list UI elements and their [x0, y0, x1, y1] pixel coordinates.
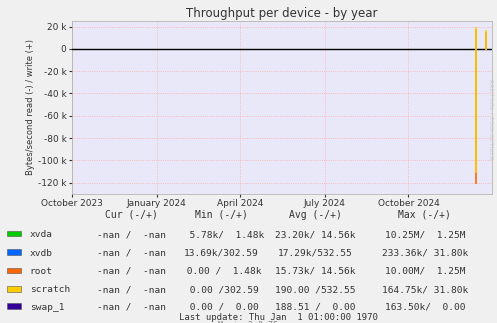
- Text: 10.25M/  1.25M: 10.25M/ 1.25M: [385, 230, 465, 239]
- Text: 13.69k/302.59: 13.69k/302.59: [184, 248, 258, 257]
- Text: 0.00 /  1.48k: 0.00 / 1.48k: [181, 267, 261, 276]
- Text: -nan /  -nan: -nan / -nan: [97, 248, 166, 257]
- Text: 164.75k/ 31.80k: 164.75k/ 31.80k: [382, 285, 468, 294]
- Text: 163.50k/  0.00: 163.50k/ 0.00: [385, 303, 465, 312]
- Text: Last update: Thu Jan  1 01:00:00 1970: Last update: Thu Jan 1 01:00:00 1970: [179, 313, 378, 322]
- Text: RRDTOOL / TOBI OETIKER: RRDTOOL / TOBI OETIKER: [489, 79, 494, 160]
- Text: Min (-/+): Min (-/+): [195, 210, 248, 220]
- Text: 0.00 /  0.00: 0.00 / 0.00: [184, 303, 258, 312]
- Text: Avg (-/+): Avg (-/+): [289, 210, 342, 220]
- Text: 233.36k/ 31.80k: 233.36k/ 31.80k: [382, 248, 468, 257]
- Title: Throughput per device - by year: Throughput per device - by year: [186, 7, 378, 20]
- Text: Max (-/+): Max (-/+): [399, 210, 451, 220]
- Text: Cur (-/+): Cur (-/+): [105, 210, 158, 220]
- Text: 0.00 /302.59: 0.00 /302.59: [184, 285, 258, 294]
- Text: 188.51 /  0.00: 188.51 / 0.00: [275, 303, 356, 312]
- Text: -nan /  -nan: -nan / -nan: [97, 303, 166, 312]
- Text: 15.73k/ 14.56k: 15.73k/ 14.56k: [275, 267, 356, 276]
- Text: 17.29k/532.55: 17.29k/532.55: [278, 248, 353, 257]
- Bar: [7, 231, 21, 236]
- Text: scratch: scratch: [30, 285, 70, 294]
- Text: Munin 2.0.75: Munin 2.0.75: [219, 321, 278, 323]
- Text: xvdb: xvdb: [30, 248, 53, 257]
- Bar: [7, 286, 21, 292]
- Text: 5.78k/  1.48k: 5.78k/ 1.48k: [178, 230, 264, 239]
- Text: 10.00M/  1.25M: 10.00M/ 1.25M: [385, 267, 465, 276]
- Text: 190.00 /532.55: 190.00 /532.55: [275, 285, 356, 294]
- Text: 23.20k/ 14.56k: 23.20k/ 14.56k: [275, 230, 356, 239]
- Text: -nan /  -nan: -nan / -nan: [97, 267, 166, 276]
- Text: xvda: xvda: [30, 230, 53, 239]
- Text: swap_1: swap_1: [30, 303, 64, 312]
- Text: -nan /  -nan: -nan / -nan: [97, 230, 166, 239]
- Y-axis label: Bytes/second read (-) / write (+): Bytes/second read (-) / write (+): [26, 39, 35, 175]
- Bar: [7, 268, 21, 273]
- Text: root: root: [30, 267, 53, 276]
- Bar: [7, 249, 21, 255]
- Bar: [7, 303, 21, 309]
- Text: -nan /  -nan: -nan / -nan: [97, 285, 166, 294]
